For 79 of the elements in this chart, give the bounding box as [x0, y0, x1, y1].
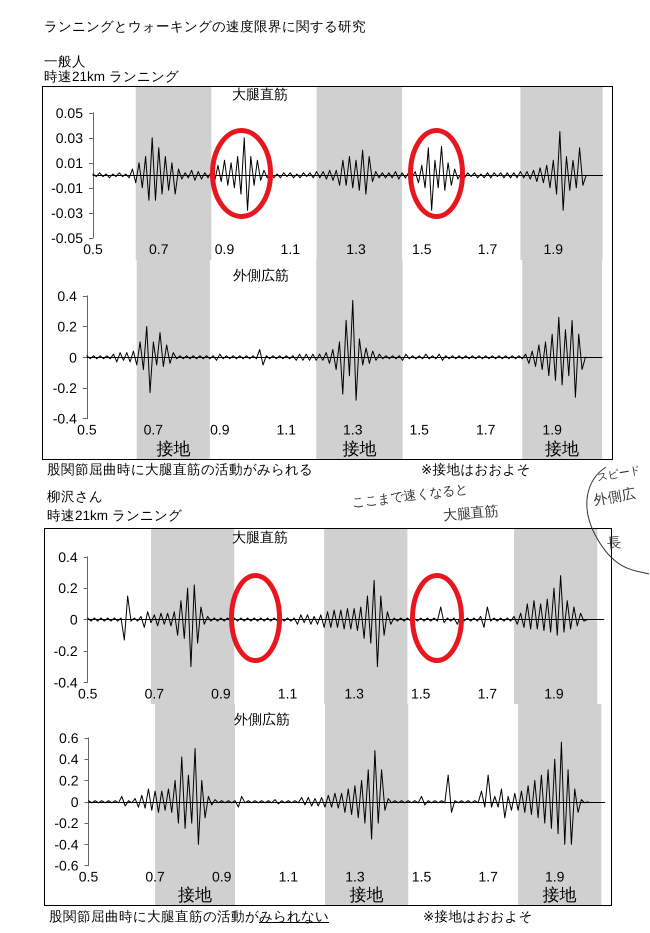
x-tick-label: 1.7 [478, 868, 498, 885]
x-tick-label: 1.9 [542, 422, 562, 438]
x-tick-label: 1.1 [278, 685, 298, 702]
x-tick-label: 1.9 [544, 240, 564, 257]
x-tick-label: 1.3 [346, 240, 366, 257]
chart-title: 外側広筋 [233, 267, 289, 283]
y-tick-label: -0.01 [51, 180, 84, 196]
x-tick-label: 1.7 [478, 685, 498, 702]
x-tick-label: 1.5 [409, 422, 430, 438]
x-tick-label: 1.1 [280, 240, 300, 257]
y-tick-label: 0.4 [58, 548, 78, 565]
y-tick-label: -0.6 [54, 858, 79, 874]
band-label: 接地 [178, 886, 212, 904]
x-tick-label: 0.7 [144, 685, 164, 702]
x-tick-label: 0.9 [210, 422, 230, 438]
x-tick-label: 1.5 [412, 868, 432, 885]
y-tick-label: -0.05 [51, 230, 84, 246]
text: 大腿直筋 [442, 503, 500, 524]
x-tick-label: 0.5 [83, 240, 103, 257]
x-tick-label: 1.5 [411, 685, 431, 702]
y-tick-label: 0.2 [58, 580, 78, 596]
y-tick-label: 0.01 [56, 154, 84, 171]
x-tick-label: 0.7 [144, 422, 164, 438]
text: ※接地はおおよそ [423, 909, 532, 924]
text: ランニングとウォーキングの速度限界に関する研究 [44, 19, 366, 34]
band-label: 接地 [542, 886, 577, 904]
y-tick-label: -0.4 [52, 410, 78, 427]
x-tick-label: 0.5 [77, 422, 97, 438]
x-tick-label: 0.9 [211, 685, 231, 702]
x-tick-label: 1.7 [478, 240, 498, 257]
y-tick-label: 0.05 [56, 104, 84, 121]
x-tick-label: 0.7 [149, 240, 169, 257]
x-tick-label: 0.5 [78, 868, 98, 885]
y-tick-label: 0.6 [59, 730, 79, 746]
y-tick-label: 0.4 [57, 288, 78, 304]
text: 股関節屈曲時に大腿直筋の活動がみられる [47, 462, 313, 477]
text: スピード [596, 463, 642, 484]
x-tick-label: 1.1 [276, 422, 296, 438]
x-tick-label: 1.3 [344, 685, 364, 702]
y-tick-label: -0.2 [54, 642, 78, 659]
y-tick-label: 0 [70, 612, 78, 628]
band-label: 接地 [156, 440, 190, 458]
chart-title: 外側広筋 [234, 711, 290, 727]
x-tick-label: 1.1 [278, 868, 298, 885]
band-label: 接地 [545, 440, 580, 458]
text: みられない [259, 909, 329, 924]
x-tick-label: 0.9 [212, 868, 232, 885]
chart-title: 大腿直筋 [232, 529, 288, 545]
x-tick-label: 0.9 [214, 240, 234, 257]
x-tick-label: 1.9 [544, 685, 564, 702]
y-tick-label: -0.2 [54, 815, 79, 832]
y-tick-label: 0.2 [57, 318, 78, 335]
chart-title: 大腿直筋 [232, 86, 288, 102]
x-tick-label: 1.3 [343, 422, 363, 438]
x-tick-label: 1.3 [345, 868, 365, 885]
y-tick-label: -0.4 [54, 836, 79, 852]
text: 柳沢さん [47, 489, 103, 504]
text: 時速21km ランニング [44, 69, 179, 84]
y-tick-label: -0.2 [52, 380, 78, 396]
y-tick-label: 0.2 [59, 772, 79, 788]
y-tick-label: 0.4 [59, 751, 79, 768]
text: 一般人 [44, 54, 86, 69]
x-tick-label: 1.5 [412, 240, 432, 257]
y-tick-label: 0 [70, 794, 79, 810]
x-tick-label: 0.5 [78, 685, 98, 702]
text: 長 [606, 534, 622, 552]
x-tick-label: 1.7 [476, 422, 496, 438]
y-tick-label: 0.03 [56, 130, 84, 146]
y-tick-label: -0.4 [54, 674, 78, 690]
y-tick-label: 0 [69, 349, 78, 366]
text: 股関節屈曲時に大腿直筋の活動が [49, 909, 259, 924]
text: ※接地はおおよそ [421, 462, 530, 477]
text: 外側広 [592, 486, 637, 509]
x-tick-label: 1.9 [545, 868, 565, 885]
band-label: 接地 [350, 886, 384, 904]
text: 時速21km ランニング [47, 508, 182, 523]
y-tick-label: -0.03 [51, 204, 84, 221]
band-label: 接地 [342, 440, 376, 458]
x-tick-label: 0.7 [145, 868, 166, 885]
